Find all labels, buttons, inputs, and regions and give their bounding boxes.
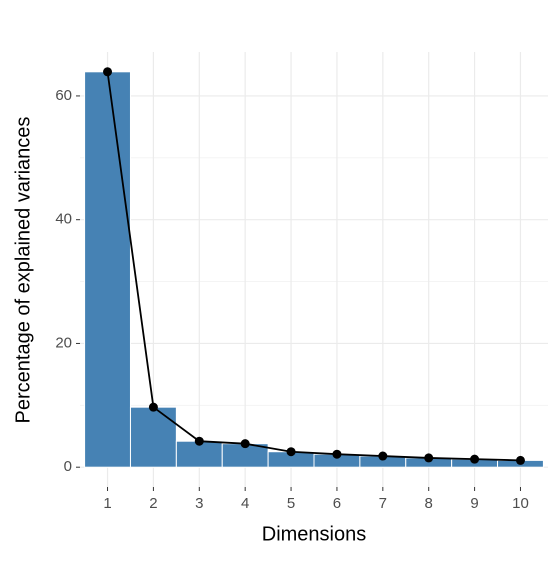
point	[148, 402, 158, 412]
point	[194, 436, 204, 446]
point	[332, 449, 342, 459]
point	[378, 451, 388, 461]
x-tick-label: 3	[195, 495, 203, 512]
point	[515, 455, 525, 465]
x-tick-label: 2	[149, 495, 157, 512]
x-tick-label: 5	[287, 495, 295, 512]
y-tick-label: 20	[55, 334, 72, 351]
x-tick-label: 7	[379, 495, 387, 512]
x-tick-label: 4	[241, 495, 249, 512]
x-tick-label: 6	[333, 495, 341, 512]
bar	[129, 406, 177, 468]
bar	[84, 71, 131, 468]
x-tick-label: 10	[512, 495, 529, 512]
x-tick-label: 8	[425, 495, 433, 512]
point	[103, 67, 113, 77]
line	[106, 71, 521, 462]
x-tick-label: 1	[103, 495, 111, 512]
y-axis-title: Percentage of explained variances	[12, 117, 34, 424]
point	[424, 453, 434, 463]
y-tick-label: 40	[55, 211, 72, 228]
y-tick-label: 0	[64, 458, 72, 475]
point	[240, 439, 250, 449]
x-tick-label: 9	[470, 495, 478, 512]
point	[286, 447, 296, 457]
y-tick-label: 60	[55, 87, 72, 104]
point	[470, 454, 480, 464]
x-axis-title: Dimensions	[262, 523, 366, 545]
